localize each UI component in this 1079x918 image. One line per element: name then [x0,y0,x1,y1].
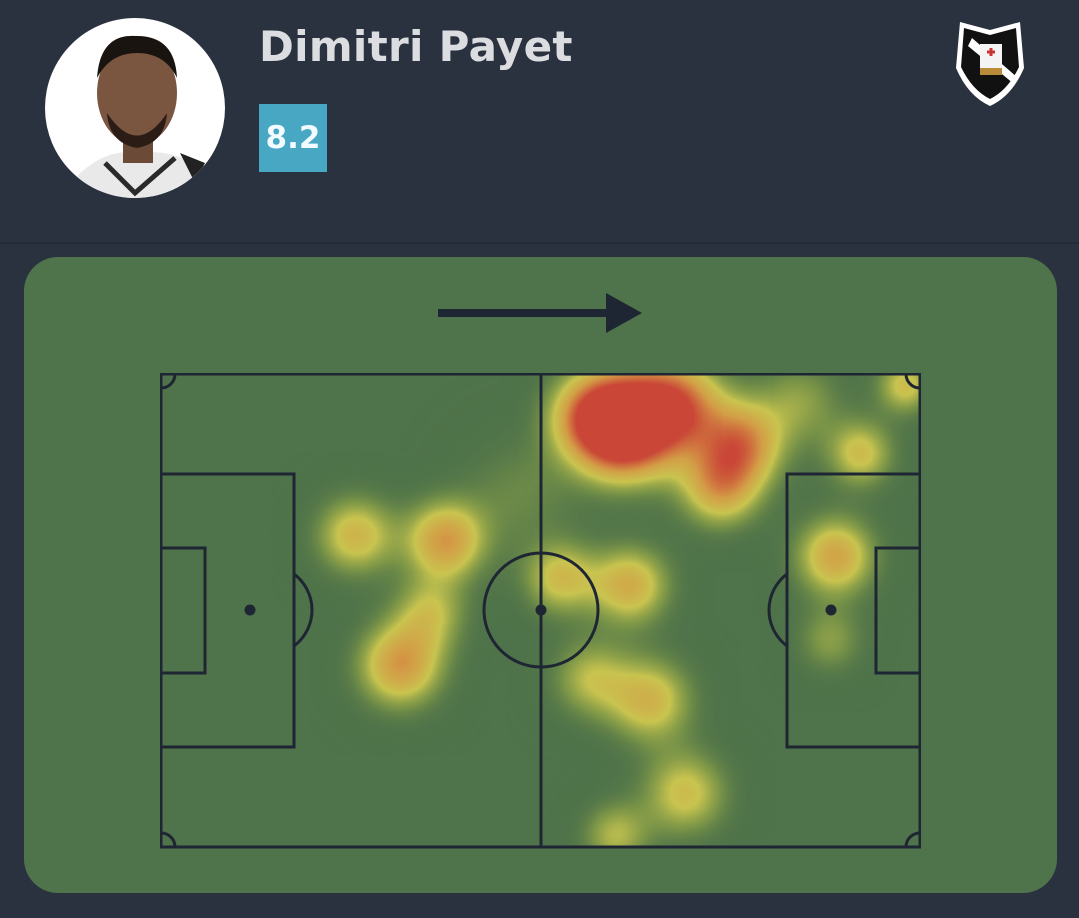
player-avatar [45,18,225,198]
player-name: Dimitri Payet [259,22,573,71]
attack-direction-arrow-icon [438,293,642,333]
team-crest-icon[interactable] [952,18,1028,108]
header-divider [0,242,1079,244]
heatmap-panel [24,257,1057,893]
pitch-lines [160,373,921,849]
rating-badge: 8.2 [259,104,327,172]
